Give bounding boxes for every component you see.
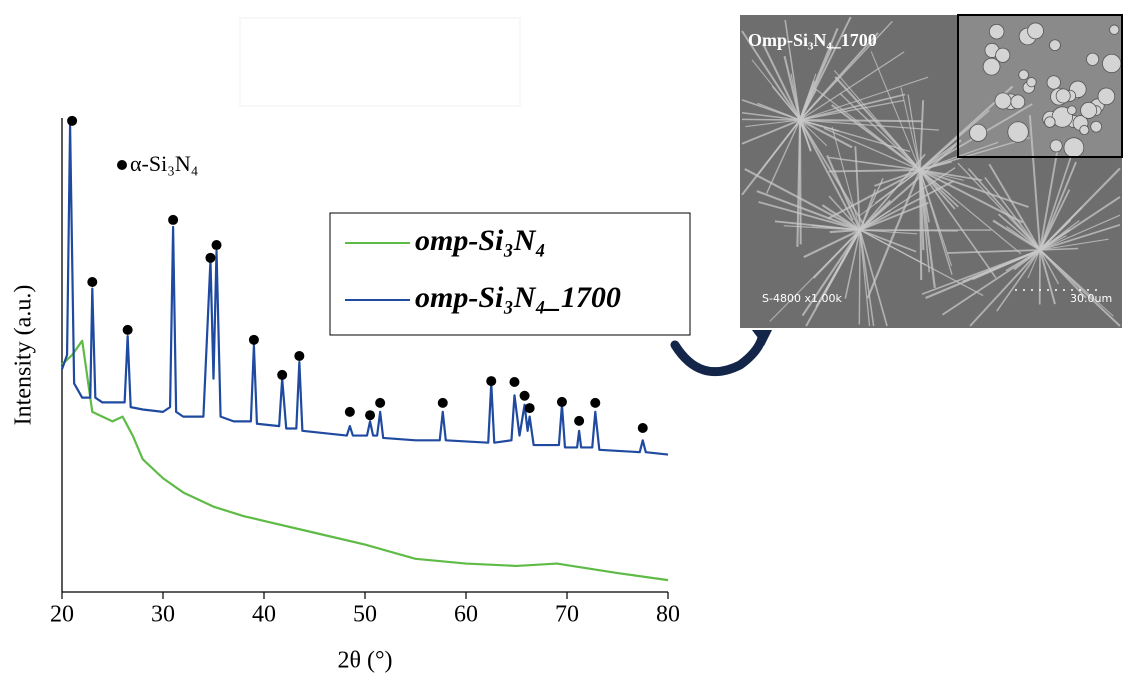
sem-grain (1050, 140, 1062, 152)
peak-marker (168, 215, 178, 225)
sem-grain (1102, 54, 1120, 72)
sem-grain (1049, 40, 1060, 51)
peak-marker (205, 253, 215, 263)
peak-marker (212, 240, 222, 250)
legend-marker (117, 160, 127, 170)
peak-marker (375, 398, 385, 408)
sem-image: Omp-Si₃N₄_1700 S-4800 x1.00k 30.0um (740, 15, 1122, 328)
peak-marker (294, 351, 304, 361)
x-tick-label: 20 (50, 602, 74, 628)
sem-grain (1056, 89, 1070, 103)
peak-marker (365, 410, 375, 420)
peak-marker (87, 277, 97, 287)
peak-marker (123, 325, 133, 335)
sem-grain (1027, 77, 1036, 86)
peak-marker (486, 376, 496, 386)
x-axis-label: 2θ (°) (337, 648, 392, 674)
x-tick-label: 30 (151, 602, 175, 628)
x-tick-label: 40 (252, 602, 276, 628)
sem-grain (1068, 106, 1077, 115)
peak-marker (574, 416, 584, 426)
peak-marker (590, 398, 600, 408)
sem-fiber (859, 230, 860, 325)
sem-grain (1045, 117, 1056, 128)
peak-marker (277, 370, 287, 380)
legend-label: omp-Si₃N₄_1700 (415, 281, 621, 314)
legend-label: α-Si₃N₄ (130, 151, 198, 176)
sem-grain (1028, 23, 1044, 39)
sem-grain (1098, 88, 1115, 105)
peak-marker (557, 397, 567, 407)
peak-marker (67, 116, 77, 126)
sem-grain (995, 93, 1011, 109)
x-tick-label: 70 (555, 602, 579, 628)
sem-grain (1087, 53, 1099, 65)
x-tick-label: 60 (454, 602, 478, 628)
sem-grain (983, 58, 1000, 75)
series-line (62, 341, 668, 580)
sem-grain (1019, 70, 1029, 80)
sem-grain (1008, 122, 1029, 143)
sem-grain (1047, 76, 1060, 89)
sem-grain (970, 124, 987, 141)
sem-title: Omp-Si₃N₄_1700 (748, 30, 877, 50)
sem-grain (1080, 125, 1089, 134)
sem-grain (996, 48, 1010, 62)
x-tick-label: 80 (656, 602, 680, 628)
sem-grain (1081, 102, 1097, 118)
peak-marker (520, 391, 530, 401)
peak-marker (638, 423, 648, 433)
sem-scale-label: 30.0um (1070, 292, 1112, 305)
peak-marker (345, 407, 355, 417)
peak-marker (249, 335, 259, 345)
sem-grain (1064, 138, 1084, 158)
sem-grain (1091, 121, 1102, 132)
y-axis-label: Intensity (a.u.) (11, 285, 37, 426)
sem-grain (1011, 95, 1025, 109)
legend-label: omp-Si₃N₄ (415, 224, 546, 257)
sem-caption: S-4800 x1.00k (762, 292, 842, 305)
peak-marker (525, 403, 535, 413)
x-tick-label: 50 (353, 602, 377, 628)
arrow (675, 338, 762, 372)
faded-frame (240, 18, 520, 106)
sem-grain (989, 24, 1004, 39)
peak-marker (509, 377, 519, 387)
sem-grain (1110, 25, 1119, 34)
peak-marker (438, 398, 448, 408)
